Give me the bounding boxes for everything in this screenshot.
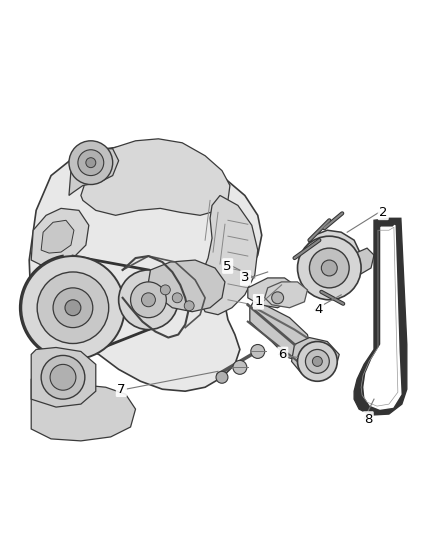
- Polygon shape: [364, 225, 401, 409]
- Circle shape: [141, 293, 155, 307]
- Circle shape: [321, 260, 337, 276]
- Polygon shape: [31, 348, 96, 407]
- Polygon shape: [304, 230, 361, 292]
- Polygon shape: [69, 149, 119, 196]
- Circle shape: [312, 357, 322, 366]
- Circle shape: [86, 158, 96, 168]
- Circle shape: [184, 301, 194, 311]
- Circle shape: [272, 292, 283, 304]
- Polygon shape: [41, 220, 74, 253]
- Polygon shape: [292, 337, 339, 377]
- Text: 1: 1: [254, 295, 263, 308]
- Text: 4: 4: [314, 303, 323, 316]
- Circle shape: [78, 150, 104, 175]
- Text: 8: 8: [364, 413, 372, 425]
- Polygon shape: [29, 146, 262, 391]
- Circle shape: [305, 350, 329, 373]
- Circle shape: [297, 236, 361, 300]
- Circle shape: [131, 282, 166, 318]
- Circle shape: [172, 293, 182, 303]
- Polygon shape: [248, 278, 294, 308]
- Circle shape: [50, 365, 76, 390]
- Text: 7: 7: [117, 383, 126, 395]
- Circle shape: [216, 372, 228, 383]
- Circle shape: [65, 300, 81, 316]
- Polygon shape: [250, 300, 311, 361]
- Circle shape: [21, 256, 124, 359]
- Polygon shape: [351, 248, 374, 275]
- Polygon shape: [198, 196, 258, 314]
- Text: 5: 5: [223, 260, 232, 272]
- Circle shape: [37, 272, 109, 343]
- Circle shape: [233, 360, 247, 374]
- Circle shape: [160, 285, 170, 295]
- Text: 3: 3: [241, 271, 250, 285]
- Polygon shape: [354, 219, 407, 415]
- Polygon shape: [148, 260, 225, 312]
- Circle shape: [53, 288, 93, 328]
- Circle shape: [309, 248, 349, 288]
- Polygon shape: [81, 139, 230, 215]
- Circle shape: [251, 344, 265, 358]
- Polygon shape: [265, 282, 307, 308]
- Text: 2: 2: [379, 206, 388, 219]
- Circle shape: [41, 356, 85, 399]
- Circle shape: [69, 141, 113, 184]
- Circle shape: [297, 342, 337, 381]
- Polygon shape: [31, 377, 135, 441]
- Circle shape: [119, 270, 178, 329]
- Polygon shape: [31, 208, 89, 265]
- Text: 6: 6: [279, 348, 287, 361]
